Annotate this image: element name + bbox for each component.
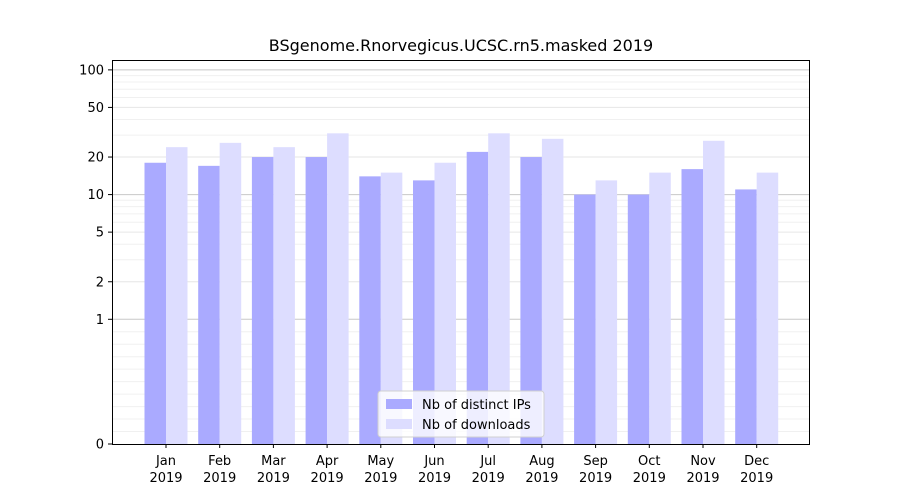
x-tick-label-month: Oct: [638, 454, 660, 469]
x-tick-label-year: 2019: [311, 471, 344, 486]
x-tick-label-year: 2019: [740, 471, 773, 486]
x-tick-label-month: Jan: [155, 454, 176, 469]
bar: [574, 194, 596, 444]
x-tick-label-month: Aug: [529, 454, 554, 469]
x-tick-label-year: 2019: [686, 471, 719, 486]
x-tick-label-month: Jun: [423, 454, 444, 469]
bar: [144, 162, 166, 444]
x-tick-label-year: 2019: [525, 471, 558, 486]
bar: [466, 151, 489, 444]
bar: [273, 147, 295, 444]
bar: [434, 162, 456, 444]
bar: [649, 172, 671, 444]
x-tick-label-month: Sep: [583, 454, 608, 469]
bars: [144, 133, 779, 445]
bar: [627, 194, 650, 444]
legend: Nb of distinct IPs Nb of downloads: [377, 390, 545, 438]
bar: [488, 133, 510, 444]
x-tick-label-year: 2019: [364, 471, 397, 486]
bar: [735, 189, 757, 444]
x-tick-label-month: Mar: [261, 454, 286, 469]
y-tick-label: 1: [96, 313, 104, 328]
y-tick-label: 2: [96, 275, 104, 290]
x-tick-label-year: 2019: [257, 471, 290, 486]
bar: [541, 138, 564, 444]
y-tick-label: 10: [87, 188, 104, 203]
legend-box: [377, 390, 545, 438]
bar: [413, 180, 435, 444]
x-tick-label-month: Jul: [479, 454, 496, 469]
x-tick-label-year: 2019: [579, 471, 612, 486]
legend-label: Nb of distinct IPs: [422, 398, 531, 413]
legend-label: Nb of downloads: [422, 418, 531, 433]
bar: [756, 172, 779, 444]
x-axis: Jan 2019 Feb 2019 Mar 2019 Apr 2019 May 2019 Jun 20…: [149, 444, 773, 486]
bar: [520, 157, 542, 444]
legend-swatch: [386, 399, 412, 409]
x-tick-label-month: Feb: [208, 454, 231, 469]
x-tick-label-year: 2019: [203, 471, 236, 486]
bar: [327, 133, 349, 444]
y-tick-label: 50: [87, 101, 104, 116]
bar: [703, 140, 725, 444]
x-tick-label-month: Nov: [690, 454, 716, 469]
bar: [305, 157, 328, 444]
bar: [219, 142, 242, 445]
chart-title: BSgenome.Rnorvegicus.UCSC.rn5.masked 201…: [269, 36, 653, 55]
plot-frame: [112, 60, 810, 445]
x-tick-label-year: 2019: [633, 471, 666, 486]
x-tick-label-year: 2019: [472, 471, 505, 486]
bar: [251, 157, 274, 444]
bar: [166, 147, 188, 444]
y-axis: 0 1 2 5 10 20 50 100: [79, 63, 112, 453]
x-tick-label-year: 2019: [418, 471, 451, 486]
x-tick-label-month: Dec: [744, 454, 769, 469]
legend-swatch: [386, 419, 412, 429]
y-tick-label: 100: [79, 63, 104, 78]
y-tick-label: 5: [96, 226, 104, 241]
bar: [681, 169, 703, 444]
bar: [198, 165, 220, 444]
x-tick-label-month: May: [367, 454, 394, 469]
x-tick-label-month: Apr: [316, 454, 339, 469]
bar: [595, 180, 618, 444]
y-tick-label: 20: [87, 151, 104, 166]
y-tick-label: 0: [96, 438, 104, 453]
x-tick-label-year: 2019: [149, 471, 182, 486]
bar: [380, 172, 403, 444]
bar: [359, 176, 381, 444]
